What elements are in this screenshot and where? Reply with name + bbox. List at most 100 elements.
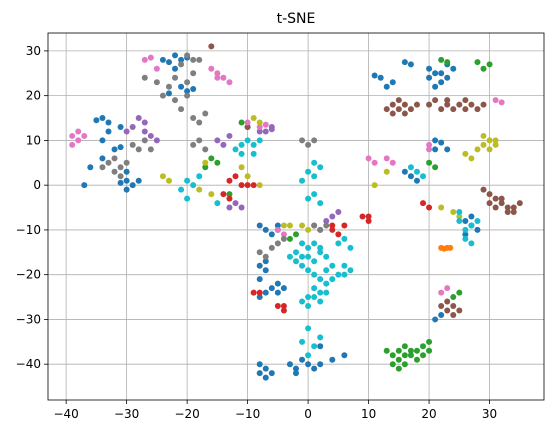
data-point xyxy=(226,177,233,184)
data-point xyxy=(450,209,457,216)
data-point xyxy=(480,132,487,139)
data-point xyxy=(256,123,263,130)
data-point xyxy=(516,200,523,207)
data-point xyxy=(305,361,312,368)
data-point xyxy=(305,244,312,251)
data-point xyxy=(389,361,396,368)
data-point xyxy=(214,137,221,144)
data-point xyxy=(510,209,517,216)
data-point xyxy=(401,168,408,175)
data-point xyxy=(474,59,481,66)
data-point xyxy=(196,173,203,180)
data-point xyxy=(190,85,197,92)
data-point xyxy=(256,182,263,189)
data-point xyxy=(486,137,493,144)
data-point xyxy=(474,146,481,153)
data-point xyxy=(311,343,318,350)
data-point xyxy=(456,217,463,224)
data-point xyxy=(311,191,318,198)
data-point xyxy=(293,231,299,238)
data-point xyxy=(474,106,481,113)
data-point xyxy=(286,361,293,368)
data-point xyxy=(480,101,487,108)
data-points xyxy=(69,43,523,381)
data-point xyxy=(123,186,130,193)
data-point xyxy=(238,141,245,148)
data-point xyxy=(268,126,275,133)
data-point xyxy=(323,217,330,224)
data-point xyxy=(438,139,445,146)
data-point xyxy=(305,294,312,301)
data-point xyxy=(438,289,445,296)
data-point xyxy=(492,141,499,148)
data-point xyxy=(305,253,312,260)
data-point xyxy=(250,150,257,157)
data-point xyxy=(456,209,463,216)
data-point xyxy=(111,155,118,162)
data-point xyxy=(426,146,433,153)
data-point xyxy=(432,164,439,171)
data-point xyxy=(413,177,420,184)
data-point xyxy=(401,343,408,350)
data-point xyxy=(468,240,475,247)
data-point xyxy=(238,204,245,211)
data-point xyxy=(383,155,390,162)
data-point xyxy=(450,311,457,318)
y-tick-label: −40 xyxy=(16,357,41,371)
data-point xyxy=(395,347,402,354)
data-point xyxy=(129,123,136,130)
data-point xyxy=(341,235,348,242)
data-point xyxy=(383,347,390,354)
data-point xyxy=(317,244,324,251)
data-point xyxy=(305,226,312,233)
data-point xyxy=(311,159,318,166)
data-point xyxy=(75,137,82,144)
data-point xyxy=(105,128,112,135)
data-point xyxy=(184,92,191,99)
data-point xyxy=(462,235,469,242)
data-point xyxy=(208,155,215,162)
data-point xyxy=(293,370,299,377)
data-point xyxy=(214,70,221,77)
data-point xyxy=(117,173,124,180)
data-point xyxy=(250,141,257,148)
data-point xyxy=(238,119,245,126)
data-point xyxy=(293,258,299,265)
data-point xyxy=(329,276,336,283)
data-point xyxy=(438,70,445,77)
data-point xyxy=(335,240,342,247)
y-tick-label: −20 xyxy=(16,268,41,282)
data-point xyxy=(329,222,336,229)
data-point xyxy=(492,97,499,104)
data-point xyxy=(244,137,251,144)
data-point xyxy=(256,249,263,256)
data-point xyxy=(117,179,124,186)
data-point xyxy=(486,191,493,198)
data-point xyxy=(196,119,203,126)
data-point xyxy=(147,132,154,139)
data-point xyxy=(165,83,172,90)
data-point xyxy=(123,168,130,175)
data-point xyxy=(317,226,324,233)
data-point xyxy=(305,267,312,274)
data-point xyxy=(184,52,191,59)
data-point xyxy=(432,146,439,153)
data-point xyxy=(280,231,287,238)
data-point xyxy=(250,115,257,122)
data-point xyxy=(293,365,299,372)
data-point xyxy=(111,146,118,153)
data-point xyxy=(317,298,324,305)
data-point xyxy=(341,262,348,269)
data-point xyxy=(401,101,408,108)
data-point xyxy=(256,128,263,135)
data-point xyxy=(456,289,463,296)
data-point xyxy=(256,222,263,229)
data-point xyxy=(256,262,263,269)
data-point xyxy=(274,240,281,247)
data-point xyxy=(450,294,457,301)
data-point xyxy=(129,182,136,189)
data-point xyxy=(311,258,318,265)
data-point xyxy=(401,352,408,359)
data-point xyxy=(268,244,275,251)
data-point xyxy=(165,59,172,66)
